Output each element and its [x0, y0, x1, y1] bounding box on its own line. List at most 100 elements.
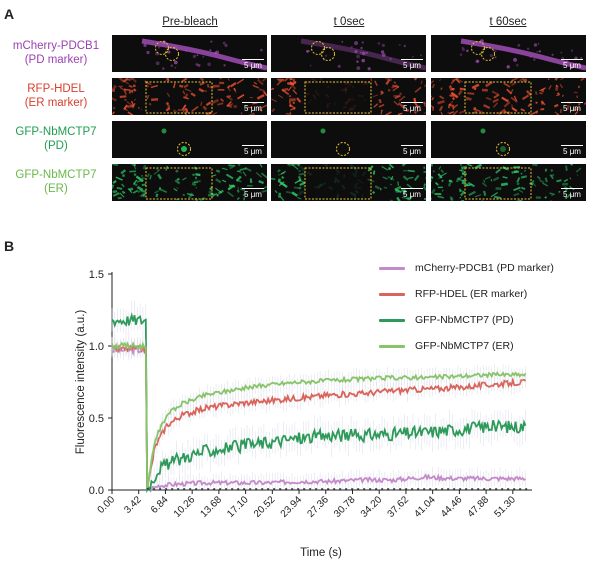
x-tick-label: 6.84	[149, 494, 171, 516]
scale-bar: 5 μm	[561, 58, 583, 70]
scale-bar-label: 5 μm	[563, 147, 581, 156]
x-tick-label: 10.26	[172, 494, 198, 520]
legend-item-2: GFP-NbMCTP7 (PD)	[379, 314, 514, 326]
scale-bar: 5 μm	[401, 101, 423, 113]
x-tick-label: 51.30	[492, 494, 518, 520]
series-1-line	[111, 343, 527, 491]
legend-label: mCherry-PDCB1 (PD marker)	[415, 262, 554, 274]
legend-item-1: RFP-HDEL (ER marker)	[379, 288, 527, 300]
micrograph-row3-col0: 5 μm	[112, 164, 267, 201]
scale-bar-line	[401, 58, 423, 60]
y-tick-label: 1.0	[89, 341, 104, 353]
x-axis-label: Time (s)	[300, 547, 342, 559]
row-label-line2: (PD)	[44, 140, 68, 152]
scale-bar: 5 μm	[561, 187, 583, 199]
scale-bar-line	[561, 144, 583, 146]
scale-bar-line	[401, 101, 423, 103]
row-label-0: mCherry-PDCB1 (PD marker)	[0, 39, 112, 67]
row-label-3: GFP-NbMCTP7 (ER)	[0, 168, 112, 196]
panel-b-label: B	[4, 238, 15, 254]
row-label-line2: (ER)	[44, 183, 68, 195]
scale-bar-line	[561, 101, 583, 103]
scale-bar-line	[401, 187, 423, 189]
scale-bar-line	[561, 187, 583, 189]
y-tick-label: 0.0	[89, 485, 104, 497]
scale-bar-label: 5 μm	[563, 61, 581, 70]
micrograph-row0-col2: 5 μm	[431, 35, 586, 72]
scale-bar-label: 5 μm	[244, 104, 262, 113]
series-3-line	[111, 341, 527, 489]
x-tick-label: 23.94	[279, 494, 305, 520]
scale-bar: 5 μm	[242, 187, 264, 199]
x-tick-label: 41.04	[412, 494, 438, 520]
legend-label: RFP-HDEL (ER marker)	[415, 288, 528, 300]
micrograph-row1-col2: 5 μm	[431, 78, 586, 115]
y-axis-label: Fluorescence intensity (a.u.)	[75, 310, 87, 455]
scale-bar: 5 μm	[242, 101, 264, 113]
legend-label: GFP-NbMCTP7 (ER)	[415, 340, 514, 352]
micrograph-row0-col1: 5 μm	[271, 35, 426, 72]
scale-bar: 5 μm	[401, 58, 423, 70]
scale-bar-label: 5 μm	[403, 61, 421, 70]
legend-swatch	[379, 344, 405, 348]
x-tick-label: 44.46	[439, 494, 465, 520]
scale-bar-line	[401, 144, 423, 146]
micrograph-row2-col0: 5 μm	[112, 121, 267, 158]
x-tick-label: 37.62	[386, 494, 412, 520]
micrograph-row2-col2: 5 μm	[431, 121, 586, 158]
scale-bar: 5 μm	[561, 101, 583, 113]
scale-bar: 5 μm	[401, 144, 423, 156]
scale-bar-label: 5 μm	[244, 147, 262, 156]
row-label-line2: (PD marker)	[24, 54, 88, 66]
legend-item-0: mCherry-PDCB1 (PD marker)	[379, 262, 554, 274]
column-header-t0: t 0sec	[333, 16, 365, 28]
x-tick-label: 17.10	[225, 494, 251, 520]
x-tick-label: 34.20	[359, 494, 385, 520]
micrograph-row0-col0: 5 μm	[112, 35, 267, 72]
series-0-line	[111, 345, 526, 492]
row-label-line1: GFP-NbMCTP7	[15, 169, 97, 181]
scale-bar-label: 5 μm	[563, 104, 581, 113]
x-tick-label: 30.78	[332, 494, 358, 520]
micrograph-row3-col1: 5 μm	[271, 164, 426, 201]
scale-bar-label: 5 μm	[244, 61, 262, 70]
x-tick-label: 27.36	[305, 494, 331, 520]
scale-bar-label: 5 μm	[563, 190, 581, 199]
scale-bar: 5 μm	[242, 144, 264, 156]
column-header-t60: t 60sec	[489, 16, 527, 28]
legend-item-3: GFP-NbMCTP7 (ER)	[379, 340, 514, 352]
x-tick-label: 0.00	[96, 494, 118, 516]
x-tick-label: 20.52	[252, 494, 278, 520]
scale-bar-label: 5 μm	[403, 147, 421, 156]
legend-swatch	[379, 266, 405, 270]
micrograph-row1-col0: 5 μm	[112, 78, 267, 115]
legend-label: GFP-NbMCTP7 (PD)	[415, 314, 514, 326]
scale-bar-line	[561, 58, 583, 60]
series-2-line	[111, 312, 527, 494]
column-header-pre-bleach: Pre-bleach	[162, 16, 218, 28]
x-tick-label: 13.68	[199, 494, 225, 520]
y-tick-label: 0.5	[89, 413, 104, 425]
scale-bar: 5 μm	[561, 144, 583, 156]
micrograph-row2-col1: 5 μm	[271, 121, 426, 158]
scale-bar-label: 5 μm	[403, 190, 421, 199]
scale-bar-label: 5 μm	[244, 190, 262, 199]
x-tick-label: 3.42	[122, 494, 144, 516]
row-label-line1: GFP-NbMCTP7	[15, 126, 97, 138]
row-label-line1: mCherry-PDCB1	[12, 40, 100, 52]
scale-bar-label: 5 μm	[403, 104, 421, 113]
row-label-line1: RFP-HDEL	[27, 83, 85, 95]
micrograph-row1-col1: 5 μm	[271, 78, 426, 115]
scale-bar: 5 μm	[401, 187, 423, 199]
legend-swatch	[379, 318, 405, 322]
row-label-2: GFP-NbMCTP7 (PD)	[0, 125, 112, 153]
scale-bar-line	[242, 101, 264, 103]
legend-swatch	[379, 292, 405, 296]
scale-bar-line	[242, 144, 264, 146]
row-label-line2: (ER marker)	[24, 97, 88, 109]
micrograph-row3-col2: 5 μm	[431, 164, 586, 201]
panel-a-label: A	[4, 6, 15, 22]
x-tick-label: 47.88	[466, 494, 492, 520]
scale-bar-line	[242, 187, 264, 189]
